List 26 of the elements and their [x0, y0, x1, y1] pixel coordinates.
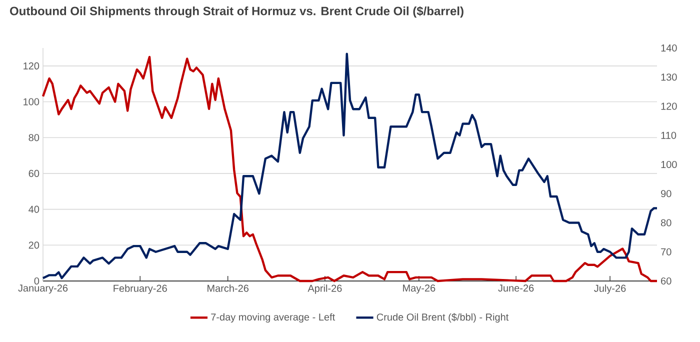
y2-tick-label: 120: [661, 102, 677, 110]
y2-tick-label: 70: [661, 248, 672, 256]
y2-tick-label: 60: [661, 277, 672, 285]
x-tick-label: March-26: [208, 284, 249, 292]
y2-tick-label: 80: [660, 219, 672, 226]
y-tick-label: 80: [28, 134, 40, 142]
y2-tick-label: 110: [661, 132, 676, 139]
x-tick-label: April-26: [308, 284, 342, 294]
legend-label: Crude Oil Brent ($/bbl) - Right: [376, 313, 509, 323]
x-tick-label: February-26: [114, 284, 167, 294]
x-tick-label: January-26: [18, 284, 68, 294]
legend-label: 7-day moving average - Left: [211, 313, 336, 323]
chart-title: Outbound Oil Shipments through Strait of Hormuz vs. Brent Crude Oil ($/barrel): [10, 6, 464, 18]
y-tick-label: 100: [24, 98, 40, 106]
y-tick-label: 120: [24, 62, 40, 70]
x-tick-label: June-26: [498, 284, 534, 292]
y-tick-label: 60: [28, 170, 40, 177]
y2-tick-label: 140: [661, 44, 677, 52]
y-tick-label: 0: [34, 277, 40, 285]
y-tick-label: 40: [28, 206, 40, 213]
y-tick-label: 20: [28, 242, 40, 249]
x-tick-label: May-26: [403, 284, 436, 294]
x-tick-label: July-26: [594, 284, 626, 294]
y2-tick-label: 130: [661, 74, 677, 81]
y2-tick-label: 90: [661, 190, 672, 198]
y2-tick-label: 100: [661, 160, 677, 168]
